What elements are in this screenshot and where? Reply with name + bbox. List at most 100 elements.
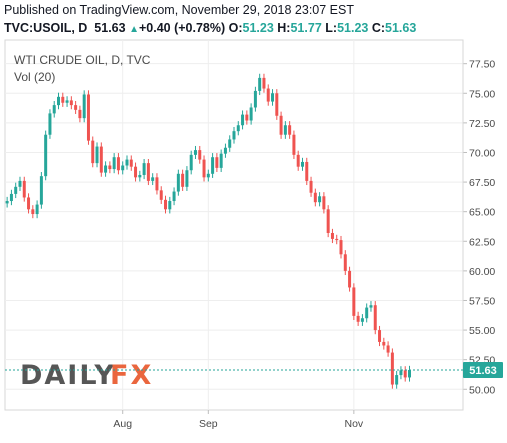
quote-bar: TVC:USOIL, D 51.63 ▲+0.40 (+0.78%) O:51.… (4, 21, 416, 35)
price-tag-background (463, 361, 503, 378)
published-info: Published on TradingView.com, November 2… (4, 3, 354, 17)
watermark-daily: DAILY (20, 360, 116, 391)
y-tick-label: 62.50 (469, 236, 495, 248)
candle-body (313, 192, 317, 203)
candle-body (138, 174, 142, 178)
y-tick-label: 55.00 (469, 325, 495, 337)
candle-body (343, 254, 347, 271)
candle-body (318, 196, 322, 203)
price-change: +0.40 (+0.78%) (138, 21, 226, 35)
candle-body (275, 93, 279, 116)
candle-body (339, 240, 343, 255)
candle-body (18, 180, 22, 187)
candle-body (44, 134, 48, 177)
candle-body (348, 270, 352, 288)
high-label: H: (277, 21, 291, 35)
candle-body (185, 170, 189, 187)
candle-body (65, 100, 69, 103)
candle-body (232, 131, 236, 140)
dailyfx-watermark: DAILY FX (20, 360, 153, 391)
price-tag-value: 51.63 (469, 365, 497, 377)
high-value: 51.77 (290, 21, 322, 35)
candle-body (39, 176, 43, 205)
y-tick-label: 72.50 (469, 118, 495, 130)
up-arrow-icon: ▲ (129, 24, 139, 35)
candle-body (151, 177, 155, 181)
candle-body (330, 232, 334, 239)
candle-body (356, 315, 360, 322)
candle-body (125, 159, 129, 166)
candle-body (326, 209, 330, 233)
candle-body (35, 204, 39, 215)
candle-body (181, 173, 185, 187)
candle-body (215, 157, 219, 168)
candle-body (104, 165, 108, 173)
candle-body (95, 146, 99, 164)
y-tick-label: 70.00 (469, 147, 495, 159)
chart-title: WTI CRUDE OIL, D, TVC (14, 53, 151, 67)
candle-body (168, 201, 172, 210)
candle-body (378, 330, 382, 342)
candle-body (305, 161, 309, 181)
candle-body (69, 100, 73, 106)
candle-body (360, 318, 364, 322)
y-tick-label: 65.00 (469, 207, 495, 219)
candle-body (266, 88, 270, 102)
candle-body (296, 154, 300, 167)
candle-body (61, 96, 65, 103)
candle-body (403, 370, 407, 378)
candle-body (9, 193, 13, 202)
y-tick-label: 67.50 (469, 177, 495, 189)
candle-body (134, 166, 138, 178)
candle-body (399, 370, 403, 376)
candle-body (390, 352, 394, 385)
candle-body (382, 341, 386, 346)
candle-body (91, 140, 95, 164)
low-label: L: (325, 21, 338, 35)
candle-body (22, 180, 26, 198)
watermark-fx: FX (110, 360, 153, 391)
last-price-tag: 51.63 (463, 361, 503, 378)
candle-body (74, 105, 78, 110)
low-value: 51.23 (337, 21, 369, 35)
candle-body (172, 191, 176, 202)
candle-body (249, 107, 253, 121)
y-tick-label: 75.00 (469, 88, 495, 100)
y-tick-label: 57.50 (469, 295, 495, 307)
candle-body (236, 125, 240, 132)
candle-body (176, 173, 180, 192)
candle-body (386, 345, 390, 353)
volume-legend: Vol (20) (14, 70, 55, 84)
candle-body (193, 150, 197, 155)
candle-body (57, 96, 61, 106)
candle-body (262, 77, 266, 89)
candle-body (211, 157, 215, 174)
candle-body (164, 199, 168, 210)
candle-body (223, 147, 227, 154)
open-label: O: (228, 21, 243, 35)
candle-body (48, 113, 52, 135)
candle-body (228, 139, 232, 148)
candle-body (300, 161, 304, 167)
last-price: 51.63 (94, 21, 126, 35)
candle-body (112, 157, 116, 170)
x-tick-label: Sep (199, 418, 218, 430)
candle-body (352, 287, 356, 316)
candle-body (31, 209, 35, 215)
close-value: 51.63 (385, 21, 417, 35)
x-tick-label: Nov (345, 418, 364, 430)
x-tick-label: Aug (113, 418, 132, 430)
candle-body (14, 186, 18, 194)
candle-body (82, 94, 86, 119)
candle-body (99, 146, 103, 173)
x-axis: Aug Sep Nov (113, 410, 364, 430)
candle-body (129, 159, 133, 167)
candle-body (258, 77, 262, 91)
candle-body (373, 305, 377, 331)
candle-body (78, 109, 82, 119)
candle-body (121, 165, 125, 171)
candle-body (189, 154, 193, 171)
plot-area[interactable] (4, 39, 464, 411)
candle-body (395, 375, 399, 385)
